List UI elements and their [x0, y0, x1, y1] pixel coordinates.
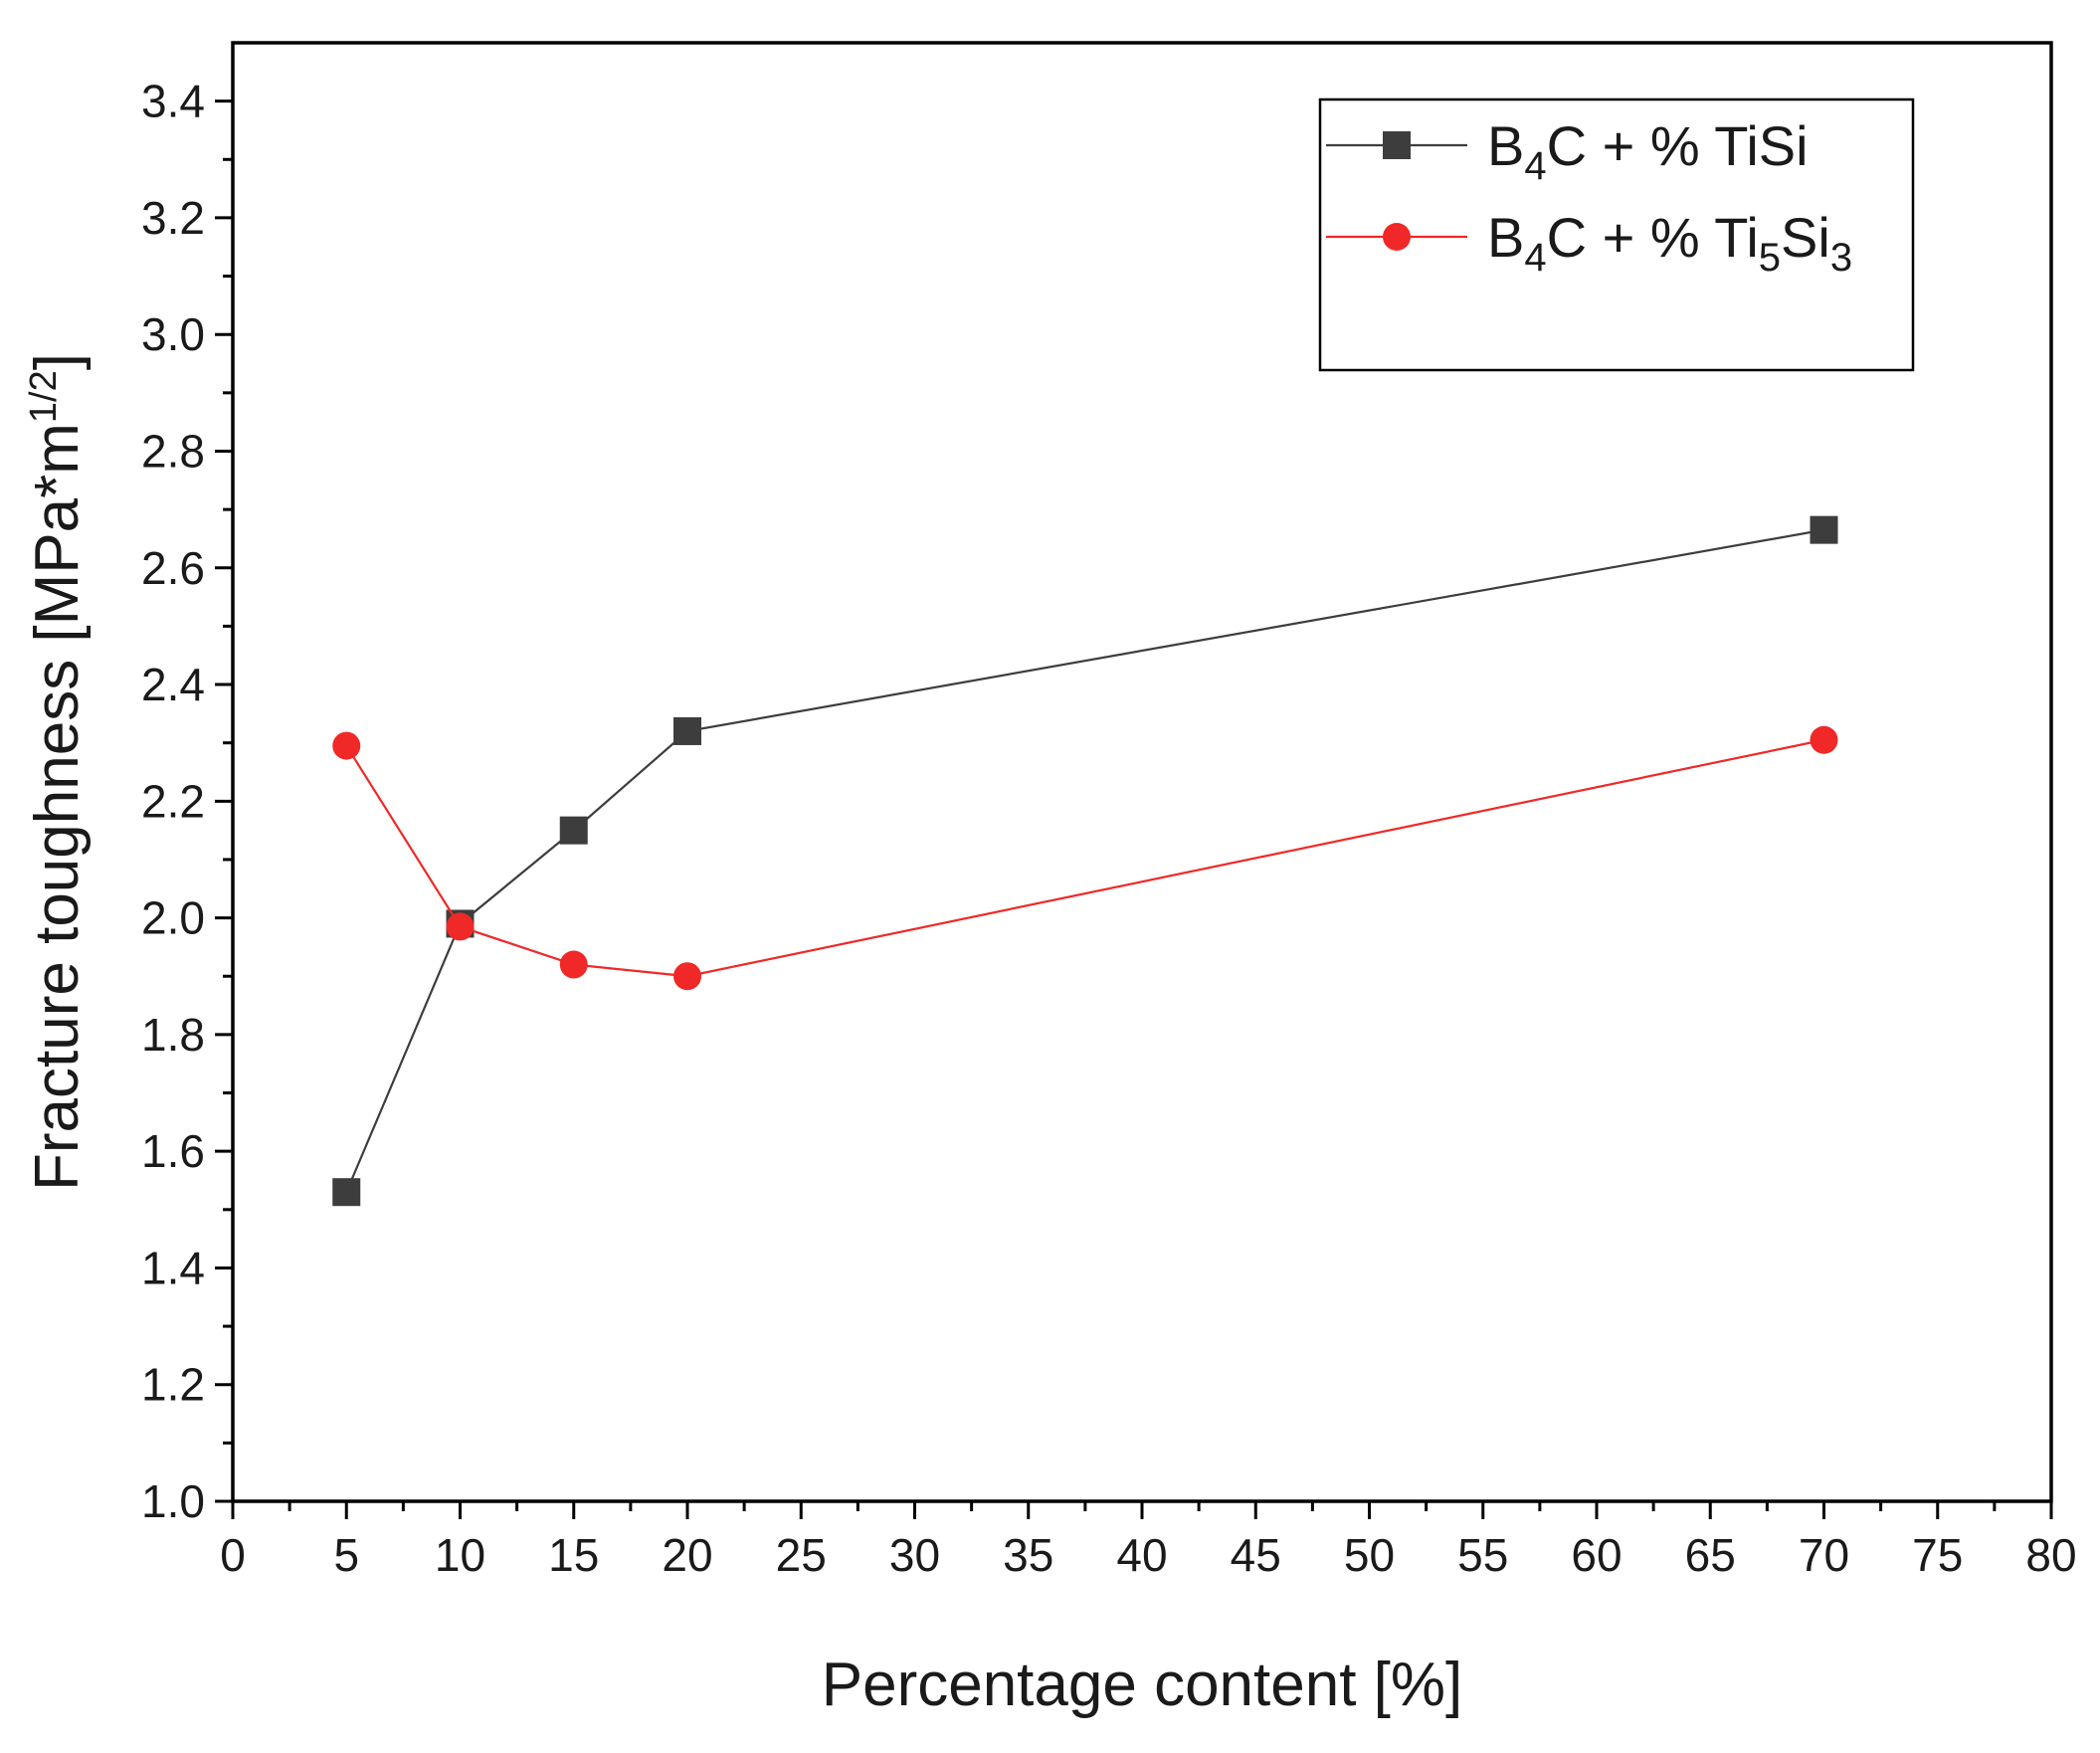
y-tick-label: 2.6	[141, 542, 205, 594]
legend-label-part: 4	[1524, 236, 1546, 280]
x-tick-label: 70	[1799, 1529, 1849, 1581]
legend-label-part: C + % TiSi	[1547, 114, 1809, 177]
data-point-square	[559, 816, 588, 845]
x-tick-label: 55	[1457, 1529, 1508, 1581]
x-tick-label: 50	[1344, 1529, 1395, 1581]
legend-label: B4C + % Ti5Si3	[1487, 206, 1852, 280]
x-tick-label: 25	[776, 1529, 827, 1581]
x-tick-label: 0	[220, 1529, 246, 1581]
y-tick-label: 1.0	[141, 1475, 205, 1527]
y-axis-title-superscript: 1/2	[23, 370, 65, 423]
data-point-circle	[332, 731, 361, 760]
legend-label-part: B	[1487, 114, 1524, 177]
x-tick-label: 80	[2025, 1529, 2076, 1581]
legend-label-part: 5	[1759, 236, 1781, 280]
legend-label-part: B	[1487, 206, 1524, 269]
y-axis-title: Fracture toughness [MPa*m1/2]	[23, 353, 92, 1191]
y-axis-title-close: ]	[23, 353, 92, 370]
y-tick-label: 1.6	[141, 1125, 205, 1177]
y-tick-label: 2.2	[141, 775, 205, 827]
y-tick-label: 1.4	[141, 1242, 205, 1293]
series-1	[332, 515, 1838, 1207]
data-point-circle	[1810, 725, 1838, 754]
y-tick-label: 2.4	[141, 659, 205, 710]
legend-item: B4C + % TiSi	[1326, 114, 1809, 188]
tick-labels: 0 5 10 15 20 25 30 35 40 45 50 55 60 65 70 75 801.01.21.…	[141, 76, 2077, 1581]
legend-label-part: Si	[1781, 206, 1830, 269]
x-tick-label: 10	[435, 1529, 485, 1581]
y-tick-label: 3.0	[141, 308, 205, 360]
legend-label: B4C + % TiSi	[1487, 114, 1809, 188]
plot-frame	[231, 41, 2053, 1503]
y-axis-title-main: Fracture toughness [MPa*m	[23, 423, 92, 1191]
x-tick-label: 60	[1571, 1529, 1622, 1581]
x-tick-label: 5	[333, 1529, 359, 1581]
x-tick-label: 75	[1912, 1529, 1963, 1581]
y-tick-label: 2.8	[141, 425, 205, 477]
y-tick-label: 2.0	[141, 892, 205, 944]
legend-marker-square	[1383, 131, 1411, 159]
x-tick-label: 30	[889, 1529, 940, 1581]
legend-label-part: 4	[1524, 144, 1546, 188]
data-point-square	[673, 716, 701, 745]
data-point-square	[332, 1178, 361, 1207]
data-point-circle	[446, 912, 475, 941]
x-tick-label: 35	[1003, 1529, 1053, 1581]
data-point-square	[1810, 515, 1838, 544]
series-2	[332, 725, 1838, 991]
x-tick-label: 45	[1231, 1529, 1281, 1581]
series-layer	[332, 515, 1838, 1207]
data-point-circle	[559, 950, 588, 979]
y-tick-label: 1.8	[141, 1009, 205, 1061]
y-tick-label: 3.4	[141, 76, 205, 127]
legend-marker-circle	[1383, 223, 1411, 251]
x-axis-title: Percentage content [%]	[822, 1651, 1463, 1719]
legend-label-part: C + % Ti	[1547, 206, 1759, 269]
y-tick-label: 1.2	[141, 1359, 205, 1411]
legend-item: B4C + % Ti5Si3	[1326, 206, 1852, 280]
x-tick-label: 40	[1116, 1529, 1167, 1581]
x-tick-label: 15	[548, 1529, 599, 1581]
y-tick-label: 3.2	[141, 192, 205, 244]
legend-label-part: 3	[1830, 236, 1852, 280]
x-tick-label: 20	[662, 1529, 712, 1581]
data-point-circle	[673, 962, 701, 991]
x-tick-label: 65	[1685, 1529, 1736, 1581]
major-ticks	[215, 99, 2053, 1519]
